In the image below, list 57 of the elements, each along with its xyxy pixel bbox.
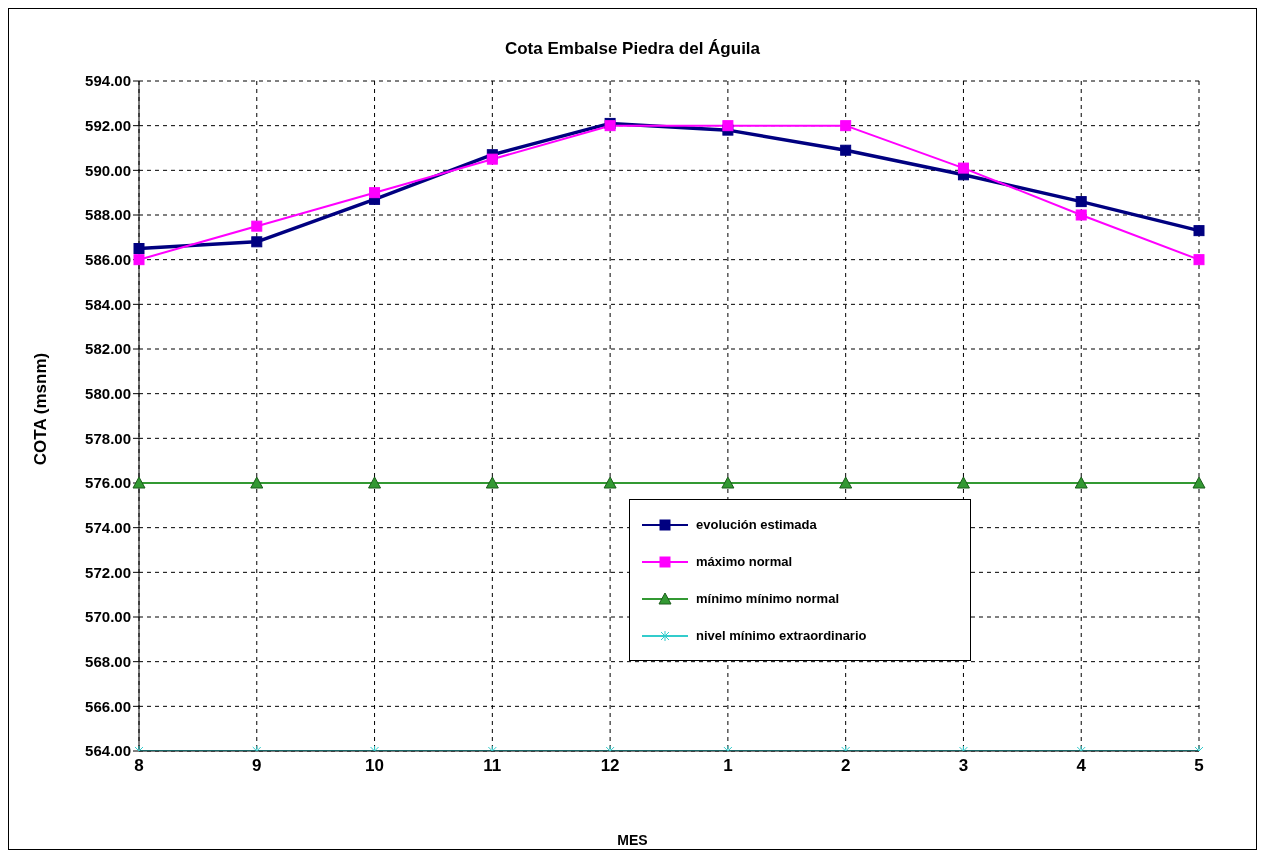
point: [1074, 476, 1088, 489]
y-tick-label: 566.00: [85, 697, 131, 715]
x-tick-label: 10: [365, 756, 385, 776]
point: [133, 254, 145, 266]
point: [251, 236, 263, 248]
y-tick-label: 582.00: [85, 340, 131, 358]
point: [839, 476, 853, 489]
legend-label: mínimo mínimo normal: [696, 591, 840, 606]
point: [250, 476, 264, 489]
x-axis-title: MES: [616, 832, 649, 848]
y-tick-label: 576.00: [85, 474, 131, 492]
legend-label: nivel mínimo extraordinario: [696, 628, 867, 643]
x-tick-label: 12: [600, 756, 620, 776]
point: [840, 120, 852, 132]
point: [1193, 254, 1205, 266]
y-tick-label: 570.00: [85, 608, 131, 626]
y-tick-label: 594.00: [85, 72, 131, 90]
point: [132, 476, 146, 489]
x-tick-label: 11: [483, 756, 502, 776]
x-tick-label: 1: [723, 756, 733, 776]
y-axis-title: COTA (msnm): [31, 352, 51, 466]
y-tick-label: 580.00: [85, 384, 131, 402]
y-tick-label: 574.00: [85, 518, 131, 536]
point: [133, 243, 145, 254]
x-tick-label: 5: [1194, 756, 1204, 776]
y-tick-label: 578.00: [85, 429, 131, 447]
y-tick-label: 588.00: [85, 206, 131, 224]
legend-label: evolución estimada: [696, 517, 817, 532]
point: [1075, 196, 1087, 208]
y-tick-label: 568.00: [85, 652, 131, 670]
point: [485, 476, 499, 489]
point: [1193, 225, 1205, 237]
x-tick-label: 2: [840, 756, 851, 776]
point: [486, 153, 498, 165]
chart-title: Cota Embalse Piedra del Águila: [503, 39, 762, 59]
point: [721, 476, 735, 489]
point: [722, 120, 734, 132]
x-tick-label: 3: [958, 756, 969, 776]
point: [840, 144, 852, 156]
x-tick-label: 4: [1076, 756, 1087, 776]
point: [1075, 209, 1087, 221]
point: [603, 476, 617, 489]
point: [957, 162, 969, 174]
legend-label: máximo normal: [696, 554, 793, 569]
y-tick-label: 590.00: [85, 161, 131, 179]
y-tick-label: 572.00: [85, 563, 131, 581]
x-tick-label: 9: [252, 756, 262, 776]
point: [956, 476, 970, 489]
point: [251, 220, 263, 232]
y-tick-label: 592.00: [85, 116, 131, 134]
point: [369, 187, 381, 199]
y-tick-label: 586.00: [85, 250, 131, 268]
y-tick-label: 564.00: [85, 742, 131, 760]
point: [368, 476, 382, 489]
y-tick-label: 584.00: [85, 295, 131, 313]
point: [1192, 476, 1206, 489]
x-tick-label: 8: [134, 756, 144, 776]
